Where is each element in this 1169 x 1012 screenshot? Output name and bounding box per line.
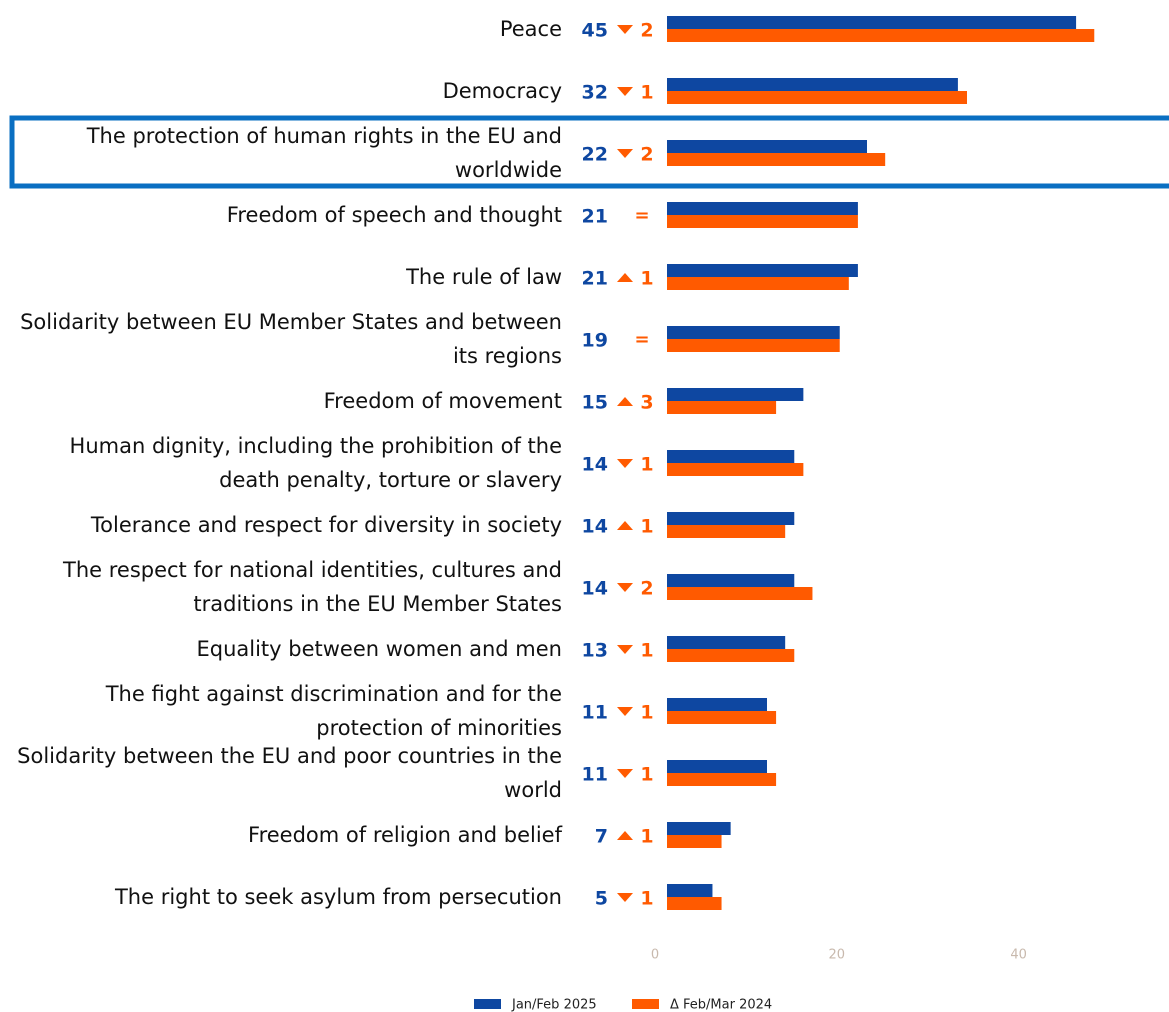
change-label: 2: [640, 578, 653, 600]
category-label: Peace: [499, 17, 562, 41]
category-label: Freedom of speech and thought: [226, 203, 562, 227]
bar: [667, 264, 858, 277]
value-label: 14: [582, 578, 608, 600]
change-arrow: [617, 459, 633, 468]
bar: [667, 153, 886, 166]
category-label: Freedom of religion and belief: [248, 823, 562, 847]
bar: [667, 326, 840, 339]
value-label: 15: [582, 392, 608, 414]
bar: [667, 463, 804, 476]
category-label: The fight against discrimination and for…: [105, 682, 562, 740]
bar: [667, 773, 777, 786]
bar: [667, 698, 767, 711]
bar: [667, 636, 786, 649]
change-arrow: [617, 893, 633, 902]
bar: [667, 587, 813, 600]
value-label: 14: [582, 516, 608, 538]
value-label: 11: [582, 764, 608, 786]
bar: [667, 884, 713, 897]
category-label: Tolerance and respect for diversity in s…: [90, 513, 562, 537]
value-label: 21: [582, 206, 608, 228]
value-label: 11: [582, 702, 608, 724]
change-label: 1: [640, 268, 653, 290]
change-label: 2: [640, 20, 653, 42]
change-arrow: [617, 87, 633, 96]
change-arrow: [617, 149, 633, 158]
bar: [667, 277, 849, 290]
x-tick-label: 40: [1010, 948, 1027, 963]
value-label: 22: [582, 144, 608, 166]
category-label: The respect for national identities, cul…: [63, 558, 562, 616]
change-arrow: [617, 25, 633, 34]
bar: [667, 897, 722, 910]
change-label: 1: [640, 888, 653, 910]
bar: [667, 339, 840, 352]
change-arrow: [617, 521, 633, 530]
category-label: Solidarity between the EU and poor count…: [17, 744, 562, 802]
change-arrow: [617, 645, 633, 654]
bar: [667, 711, 777, 724]
change-arrow: [617, 583, 633, 592]
value-label: 32: [582, 82, 608, 104]
legend-label: Δ Feb/Mar 2024: [670, 998, 772, 1012]
category-label: Solidarity between EU Member States and …: [20, 310, 562, 368]
bar: [667, 78, 958, 91]
x-tick-label: 0: [651, 948, 659, 963]
bar: [667, 401, 777, 414]
value-label: 21: [582, 268, 608, 290]
change-label: 1: [640, 702, 653, 724]
change-label: 1: [640, 640, 653, 662]
category-label: Freedom of movement: [323, 389, 562, 413]
value-label: 5: [595, 888, 608, 910]
category-label: Equality between women and men: [196, 637, 562, 661]
category-label: The right to seek asylum from persecutio…: [114, 885, 562, 909]
legend-swatch: [632, 999, 659, 1009]
change-label: 1: [640, 82, 653, 104]
bar: [667, 512, 795, 525]
highlight-box: [9, 115, 1169, 189]
value-label: 19: [582, 330, 608, 352]
change-label: 1: [640, 516, 653, 538]
change-label: 1: [640, 454, 653, 476]
bar: [667, 822, 731, 835]
category-label: Human dignity, including the prohibition…: [69, 434, 562, 492]
change-label: =: [634, 205, 649, 226]
change-label: =: [634, 329, 649, 350]
bar: [667, 760, 767, 773]
bar: [667, 202, 858, 215]
bar: [667, 29, 1095, 42]
change-arrow: [617, 769, 633, 778]
bar: [667, 450, 795, 463]
bar: [667, 525, 786, 538]
value-label: 13: [582, 640, 608, 662]
change-arrow: [617, 707, 633, 716]
bar: [667, 215, 858, 228]
change-arrow: [617, 397, 633, 406]
category-label: The protection of human rights in the EU…: [86, 124, 562, 182]
category-label: Democracy: [442, 79, 562, 103]
change-label: 2: [640, 144, 653, 166]
category-label: The rule of law: [406, 265, 562, 289]
legend-label: Jan/Feb 2025: [511, 998, 597, 1012]
x-tick-label: 20: [829, 948, 846, 963]
change-arrow: [617, 273, 633, 282]
legend-swatch: [474, 999, 501, 1009]
value-label: 7: [595, 826, 608, 848]
change-label: 1: [640, 764, 653, 786]
bar: [667, 91, 967, 104]
bar: [667, 649, 795, 662]
value-label: 45: [582, 20, 608, 42]
change-label: 3: [640, 392, 653, 414]
bar: [667, 16, 1077, 29]
change-arrow: [617, 831, 633, 840]
bar: [667, 388, 804, 401]
change-label: 1: [640, 826, 653, 848]
bar: [667, 140, 867, 153]
bar: [667, 574, 795, 587]
value-label: 14: [582, 454, 608, 476]
bar: [667, 835, 722, 848]
